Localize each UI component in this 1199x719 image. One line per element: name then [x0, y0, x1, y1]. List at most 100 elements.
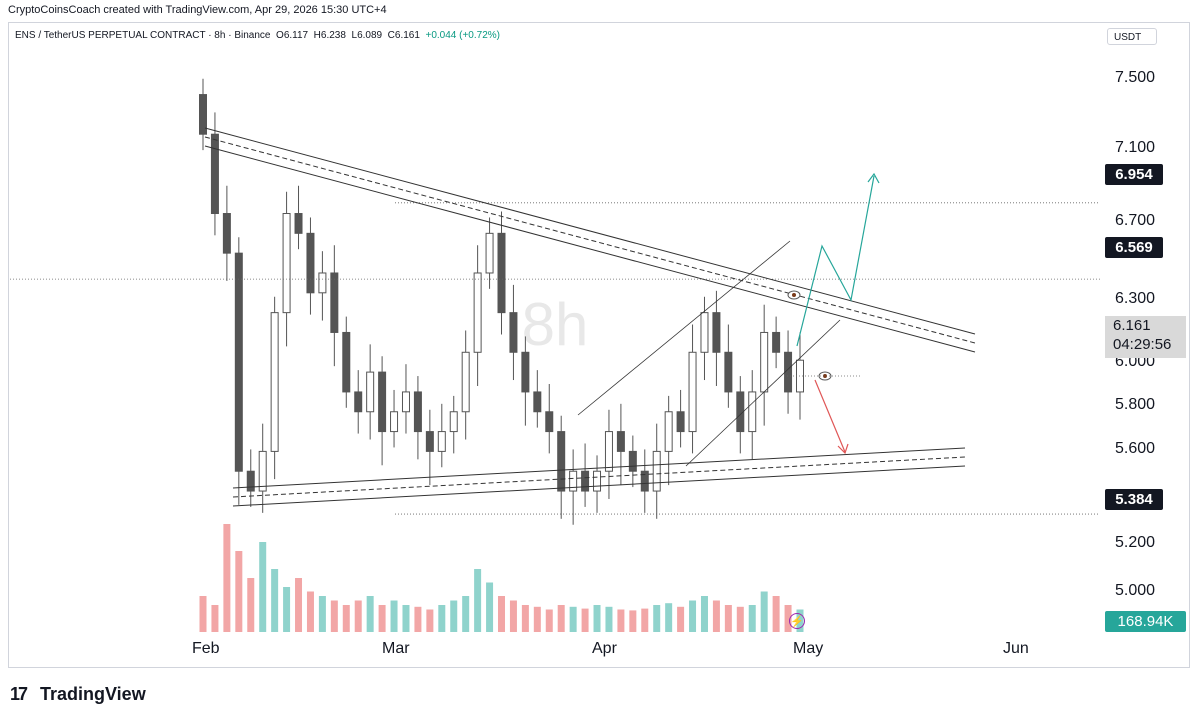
tradingview-logo-text: TradingView: [40, 684, 146, 704]
candle-body: [390, 411, 399, 433]
volume-bar: [581, 608, 589, 632]
candle-body: [581, 470, 590, 492]
rising-channel-lower: [685, 319, 841, 467]
candle-body: [330, 272, 339, 333]
volume-bar: [736, 606, 744, 632]
candle-body: [473, 272, 482, 353]
candle-body: [270, 312, 279, 452]
candle-body: [772, 331, 781, 353]
candle-body: [664, 411, 673, 452]
volume-bar: [689, 600, 697, 632]
candlesticks: [199, 78, 804, 525]
close-label: C: [387, 30, 395, 41]
volume-bar: [330, 600, 338, 632]
candle-body: [401, 391, 410, 413]
low-value: 6.089: [357, 30, 383, 41]
volume-bars: [199, 524, 804, 632]
open-value: 6.117: [283, 30, 309, 41]
candle-body: [521, 351, 530, 393]
eye-pupil: [823, 374, 827, 378]
tradingview-logo-icon: 17: [10, 684, 28, 704]
watermark-text: 8h: [522, 291, 589, 358]
bear-projection-path: [814, 379, 846, 453]
candle-body: [736, 391, 745, 433]
month-may: May: [793, 640, 824, 657]
volume-bar: [653, 605, 661, 632]
volume-bar: [235, 551, 243, 632]
high-label: H: [313, 30, 321, 41]
volume-bar: [772, 596, 780, 632]
candle-body: [712, 312, 721, 353]
eye-pupil: [792, 293, 796, 297]
symbol-legend[interactable]: ENS / TetherUS PERPETUAL CONTRACT · 8h ·…: [15, 30, 500, 41]
candle-body: [688, 351, 697, 433]
last-price-box: 6.161 04:29:56: [1105, 316, 1186, 358]
candle-body: [652, 450, 661, 492]
candle-body: [234, 252, 243, 472]
volume-bar: [259, 542, 267, 632]
resistance-price-label: 6.569: [1105, 237, 1163, 258]
bull-projection-path: [796, 175, 875, 347]
price-tick: 6.700: [1115, 212, 1156, 229]
target-price-label: 6.954: [1105, 164, 1163, 185]
volume-bar: [784, 605, 792, 632]
month-jun: Jun: [1003, 640, 1029, 657]
price-tick: 5.600: [1115, 440, 1156, 457]
candle-body: [724, 351, 733, 393]
candle-body: [366, 371, 375, 413]
support-midline: [232, 456, 966, 498]
volume-bar: [450, 600, 458, 632]
high-value: 6.238: [320, 30, 346, 41]
volume-bar: [271, 569, 279, 632]
resistance-line-lower: [204, 145, 976, 353]
volume-bar: [617, 609, 625, 632]
volume-bar: [378, 605, 386, 632]
volume-bar: [342, 605, 350, 632]
candle-body: [509, 312, 518, 353]
volume-bar: [426, 609, 434, 632]
volume-bar: [760, 591, 768, 632]
candle-body: [640, 470, 649, 492]
lightning-icon[interactable]: ⚡: [789, 613, 805, 629]
volume-bar: [665, 603, 673, 632]
candle-body: [318, 272, 327, 294]
volume-bar: [223, 524, 231, 632]
candle-body: [282, 213, 291, 314]
candle-body: [593, 470, 602, 492]
candle-body: [700, 312, 709, 353]
month-apr: Apr: [592, 640, 617, 657]
last-price: 6.161: [1113, 317, 1151, 334]
candle-body: [616, 431, 625, 452]
symbol-name[interactable]: ENS / TetherUS PERPETUAL CONTRACT · 8h ·…: [15, 30, 271, 41]
candle-body: [222, 213, 231, 254]
candle-body: [557, 431, 566, 492]
volume-bar: [199, 596, 207, 632]
candle-body: [676, 411, 685, 433]
tradingview-logo[interactable]: 17 TradingView: [10, 684, 146, 705]
price-tick: 7.500: [1115, 69, 1156, 86]
volume-bar: [498, 596, 505, 632]
support-price-label: 5.384: [1105, 489, 1163, 510]
candle-body: [545, 411, 554, 433]
month-mar: Mar: [382, 640, 410, 657]
chart-credit: CryptoCoinsCoach created with TradingVie…: [8, 4, 387, 16]
volume-bar: [306, 591, 314, 632]
volume-bar: [318, 596, 326, 632]
volume-bar: [211, 605, 219, 632]
candle-body: [354, 391, 363, 413]
price-tick: 5.000: [1115, 582, 1156, 599]
volume-bar: [712, 600, 720, 632]
candle-body: [258, 450, 267, 492]
month-feb: Feb: [192, 640, 220, 657]
bar-countdown: 04:29:56: [1113, 336, 1172, 353]
candle-body: [485, 232, 494, 274]
candle-body: [569, 470, 578, 492]
price-tick: 5.200: [1115, 534, 1156, 551]
volume-bar: [486, 582, 494, 632]
candle-body: [604, 431, 613, 472]
currency-button[interactable]: USDT: [1107, 28, 1157, 45]
volume-bar: [724, 605, 732, 632]
resistance-midline: [204, 136, 976, 344]
volume-bar: [569, 606, 577, 632]
